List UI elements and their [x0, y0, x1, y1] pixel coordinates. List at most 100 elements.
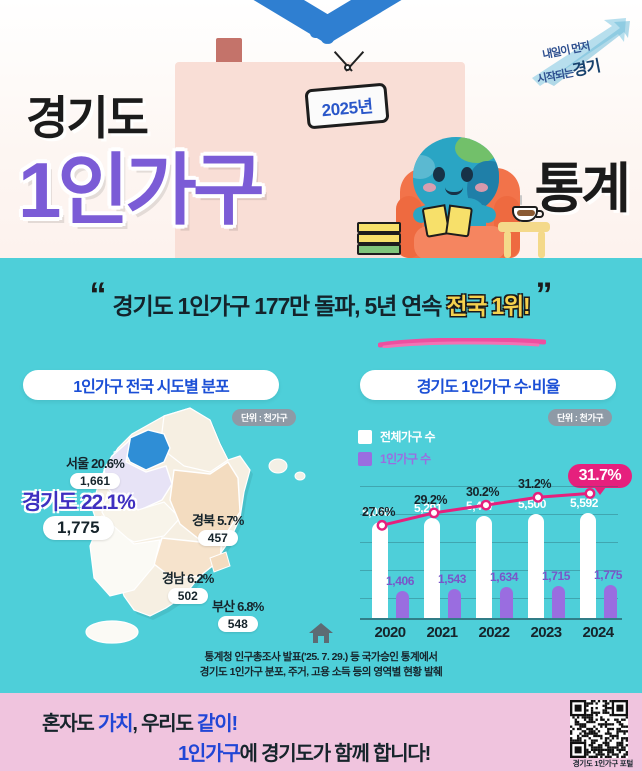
house-roof-peak	[310, 14, 336, 38]
legend-swatch-total	[358, 429, 372, 444]
map-label-gyeongbuk-title: 경북 5.7%	[192, 510, 244, 529]
home-icon	[308, 622, 334, 649]
mascot-cheek-right	[475, 183, 488, 192]
legend-label-single: 1인가구 수	[380, 452, 431, 466]
footer-l1-d: 같이!	[197, 713, 238, 735]
quote-text-plain: 경기도 1인가구 177만 돌파, 5년 연속	[112, 293, 447, 319]
bar-single-households	[500, 587, 513, 618]
unit-badge-left: 단위 : 천가구	[232, 409, 297, 426]
bar-label-single: 1,715	[542, 569, 571, 583]
bar-total-households	[580, 513, 596, 618]
map-value-gyeongbuk: 457	[197, 530, 238, 546]
map-label-gyeongnam-title: 경남 6.2%	[162, 568, 214, 587]
quote-underline-stroke	[378, 338, 546, 348]
chart-legend: 전체가구 수 1인가구 수	[358, 428, 436, 472]
map-region-jeju	[85, 620, 139, 644]
book-stack-icon	[357, 222, 401, 256]
source-note: 통계청 인구총조사 발표('25. 7. 29.) 등 국가승인 통계에서 경기…	[0, 622, 642, 680]
mascot-eye-left	[433, 167, 445, 182]
unit-badge-left-text: 단위 : 천가구	[241, 413, 288, 423]
footer-banner: 혼자도 가치, 우리도 같이! 1인가구에 경기도가 함께 합니다! 경기도 1…	[0, 693, 642, 771]
headline-quote: “ 경기도 1인가구 177만 돌파, 5년 연속 전국 1위! ”	[0, 276, 642, 332]
map-value-seoul: 1,661	[69, 473, 121, 489]
x-axis-label: 2024	[582, 624, 615, 641]
ratio-label: 30.2%	[466, 485, 499, 500]
side-table-top	[498, 222, 550, 232]
gyeonggi-brand-logo: 내일이 먼저 시작되는경기	[528, 16, 634, 88]
x-axis-label: 2022	[478, 624, 511, 641]
map-label-gyeongnam-name: 경남	[162, 571, 185, 586]
highlight-bubble: 31.7%	[567, 464, 632, 495]
mascot-head	[413, 137, 499, 215]
quote-open-mark: “	[89, 276, 107, 314]
map-label-gyeonggi-title: 경기도 22.1%	[22, 486, 136, 516]
map-region-busan	[209, 551, 231, 573]
hero-title-right: 통계	[534, 159, 631, 219]
map-label-seoul: 서울 20.6% 1,661	[66, 453, 125, 490]
korea-map: 서울 20.6% 1,661 경기도 22.1% 1,775 경북 5.7% 4…	[14, 400, 334, 645]
unit-badge-right-text: 단위 : 천가구	[557, 413, 604, 423]
map-label-seoul-pct: 20.6%	[91, 456, 125, 471]
map-label-busan-name: 부산	[212, 599, 235, 614]
coffee-cup-icon	[512, 206, 544, 222]
mascot-cheek-left	[423, 183, 436, 192]
x-axis-label: 2023	[530, 624, 563, 641]
hanging-sign: 2025년	[300, 51, 392, 134]
bar-total-households	[372, 522, 388, 618]
source-line-1: 통계청 인구총조사 발표('25. 7. 29.) 등 국가승인 통계에서	[204, 651, 438, 663]
panel-title-distribution: 1인가구 전국 시도별 분포	[23, 370, 279, 400]
korea-map-svg	[85, 407, 306, 644]
panel-title-count-ratio-text: 경기도 1인가구 수·비율	[416, 379, 561, 396]
sign-hook-icon	[344, 64, 351, 71]
footer-l2-a: 1인가구	[178, 743, 241, 765]
hero-title-main: 1인가구	[18, 146, 265, 234]
map-value-gyeonggi: 1,775	[43, 516, 114, 540]
map-label-gyeonggi-pct: 22.1%	[81, 491, 136, 514]
bar-single-households	[448, 589, 461, 618]
mascot-eye-right	[461, 167, 473, 182]
chart-x-axis	[360, 618, 622, 620]
ratio-label: 31.2%	[518, 477, 551, 492]
map-island-dokdo	[294, 471, 306, 481]
bar-label-single: 1,543	[438, 572, 467, 586]
map-region-gyeongbuk	[169, 461, 241, 541]
hero-title-top: 경기도	[26, 92, 149, 144]
panel-title-distribution-text: 1인가구 전국 시도별 분포	[73, 379, 229, 396]
ratio-label: 27.6%	[362, 505, 395, 520]
qr-code[interactable]	[570, 700, 628, 758]
bar-label-total: 5,500	[518, 497, 547, 511]
unit-badge-right: 단위 : 천가구	[548, 409, 613, 426]
footer-slogan-line-2: 1인가구에 경기도가 함께 합니다!	[178, 737, 432, 766]
side-table-leg-left	[504, 231, 511, 258]
bar-label-single: 1,406	[386, 574, 415, 588]
x-axis-label: 2020	[374, 624, 407, 641]
sign-board: 2025년	[304, 82, 390, 130]
source-line-2: 경기도 1인가구 분포, 주거, 고용 소득 등의 영역별 현황 발췌	[199, 666, 443, 679]
map-label-busan-title: 부산 6.8%	[212, 596, 264, 615]
footer-slogan-line-1: 혼자도 가치, 우리도 같이!	[42, 707, 238, 736]
mascot-globe-patch-a	[455, 137, 499, 163]
legend-swatch-single	[358, 451, 372, 466]
footer-l1-a: 혼자도	[42, 713, 98, 735]
bar-label-total: 5,592	[570, 496, 599, 510]
side-table-leg-right	[538, 231, 545, 258]
quote-close-mark: ”	[535, 276, 553, 314]
map-label-seoul-title: 서울 20.6%	[66, 453, 125, 472]
open-book-right-page	[445, 204, 473, 238]
map-label-gyeongbuk-name: 경북	[192, 513, 215, 528]
x-axis-label: 2021	[426, 624, 459, 641]
footer-l2-b: 에 경기도가 함께 합니다!	[239, 743, 432, 765]
bar-single-households	[396, 591, 409, 618]
map-label-gyeonggi-name: 경기도	[22, 491, 78, 514]
bar-label-single: 1,775	[594, 568, 623, 582]
coffee-steam-icon	[520, 195, 522, 205]
footer-l1-b: 가치	[97, 713, 134, 735]
ratio-label: 29.2%	[414, 492, 447, 507]
bar-total-households	[528, 514, 544, 618]
quote-highlight: 전국 1위!	[446, 293, 530, 319]
bar-total-households	[424, 518, 440, 618]
footer-l1-c: , 우리도	[132, 713, 198, 735]
bar-label-single: 1,634	[490, 570, 519, 584]
map-label-gyeongbuk-pct: 5.7%	[217, 513, 244, 528]
